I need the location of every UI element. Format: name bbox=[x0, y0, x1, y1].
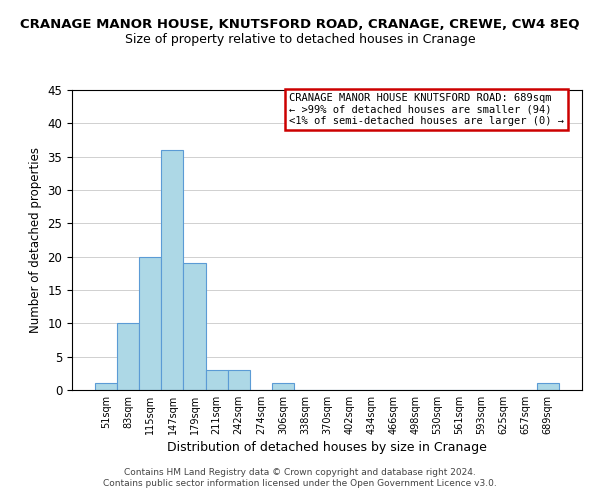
Text: Contains HM Land Registry data © Crown copyright and database right 2024.
Contai: Contains HM Land Registry data © Crown c… bbox=[103, 468, 497, 487]
Bar bbox=[139, 256, 161, 390]
Bar bbox=[227, 370, 250, 390]
Bar bbox=[206, 370, 227, 390]
Bar bbox=[272, 384, 294, 390]
Text: Size of property relative to detached houses in Cranage: Size of property relative to detached ho… bbox=[125, 32, 475, 46]
Text: CRANAGE MANOR HOUSE KNUTSFORD ROAD: 689sqm
← >99% of detached houses are smaller: CRANAGE MANOR HOUSE KNUTSFORD ROAD: 689s… bbox=[289, 93, 564, 126]
Bar bbox=[184, 264, 206, 390]
X-axis label: Distribution of detached houses by size in Cranage: Distribution of detached houses by size … bbox=[167, 441, 487, 454]
Bar bbox=[117, 324, 139, 390]
Y-axis label: Number of detached properties: Number of detached properties bbox=[29, 147, 42, 333]
Bar bbox=[161, 150, 184, 390]
Text: CRANAGE MANOR HOUSE, KNUTSFORD ROAD, CRANAGE, CREWE, CW4 8EQ: CRANAGE MANOR HOUSE, KNUTSFORD ROAD, CRA… bbox=[20, 18, 580, 30]
Bar bbox=[537, 384, 559, 390]
Bar bbox=[95, 384, 117, 390]
